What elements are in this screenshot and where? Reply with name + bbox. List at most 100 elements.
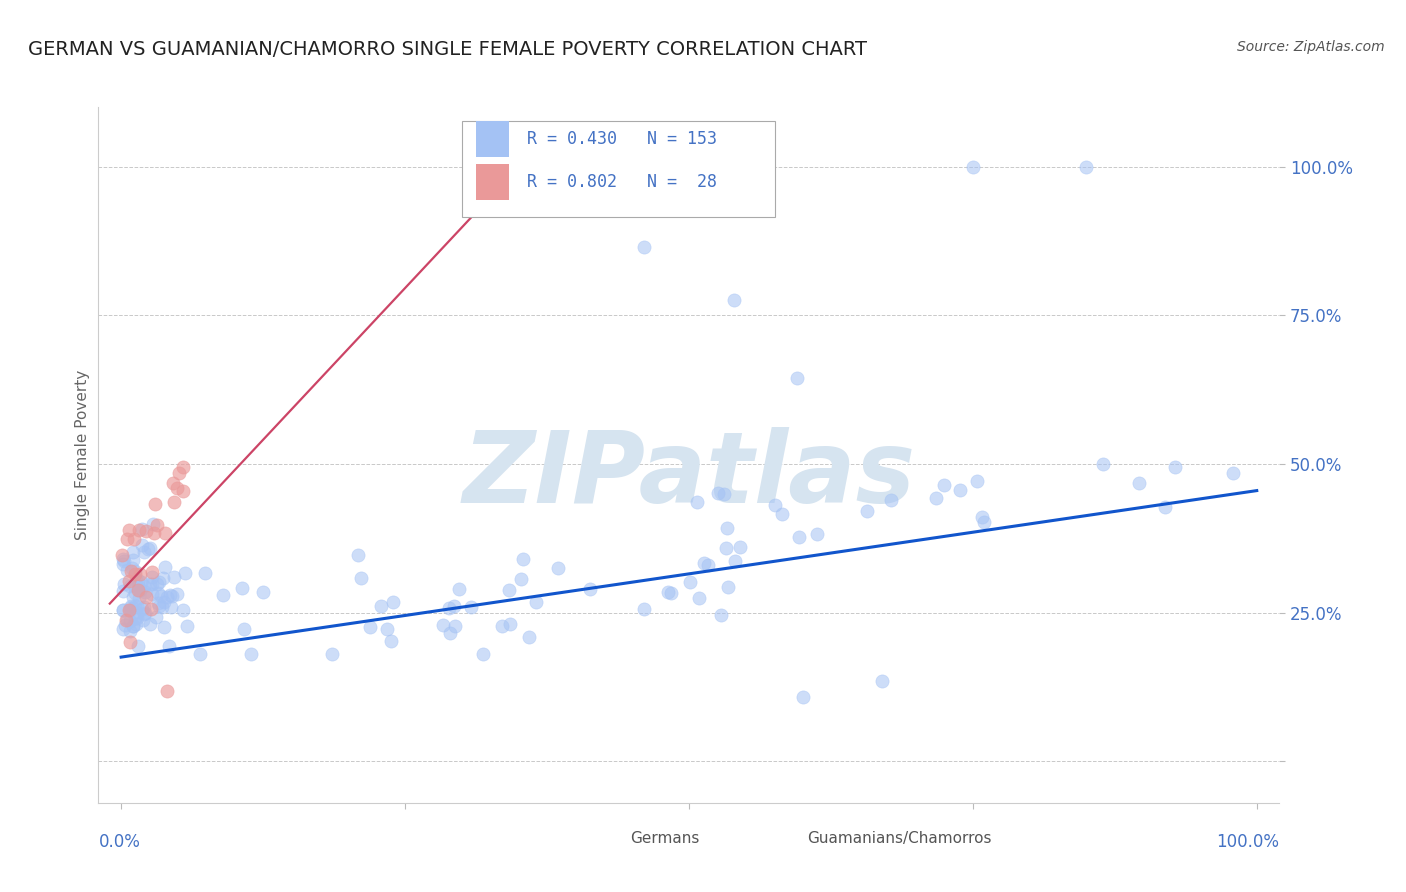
- Point: [382, 595, 405, 609]
- Point: [127, 579, 149, 593]
- Point: [139, 577, 162, 591]
- Point: [124, 579, 146, 593]
- Point: [146, 518, 169, 533]
- Text: Source: ZipAtlas.com: Source: ZipAtlas.com: [1237, 40, 1385, 54]
- Point: [252, 584, 274, 599]
- FancyBboxPatch shape: [766, 828, 799, 850]
- Point: [143, 526, 166, 541]
- Point: [122, 545, 145, 559]
- Point: [714, 541, 737, 555]
- Point: [127, 582, 149, 597]
- Point: [370, 599, 392, 614]
- FancyBboxPatch shape: [477, 121, 509, 158]
- Point: [141, 566, 163, 580]
- Point: [125, 573, 148, 587]
- Point: [962, 160, 984, 174]
- Point: [152, 595, 174, 609]
- Point: [724, 554, 747, 568]
- Point: [444, 619, 467, 633]
- Point: [688, 591, 710, 605]
- Point: [120, 603, 142, 617]
- Point: [578, 582, 600, 596]
- Point: [786, 370, 808, 384]
- Point: [134, 607, 156, 621]
- Point: [498, 582, 520, 597]
- Point: [696, 558, 718, 573]
- Point: [135, 591, 157, 605]
- Point: [173, 566, 195, 581]
- FancyBboxPatch shape: [463, 121, 775, 217]
- Point: [114, 618, 136, 632]
- Point: [176, 619, 198, 633]
- Point: [172, 483, 194, 498]
- Point: [128, 566, 150, 581]
- Point: [375, 622, 398, 636]
- Point: [870, 673, 893, 688]
- Point: [124, 586, 146, 600]
- Point: [717, 580, 740, 594]
- Point: [167, 467, 190, 481]
- Point: [111, 584, 134, 599]
- Point: [141, 577, 163, 591]
- Point: [118, 635, 141, 649]
- Point: [763, 498, 786, 512]
- Point: [1222, 466, 1244, 480]
- Point: [127, 640, 149, 654]
- Point: [212, 588, 235, 602]
- Point: [131, 537, 153, 551]
- Point: [693, 556, 716, 570]
- Point: [380, 634, 402, 648]
- Point: [143, 497, 166, 511]
- Text: 100.0%: 100.0%: [1216, 833, 1279, 851]
- Point: [547, 561, 569, 575]
- Point: [112, 603, 135, 617]
- Point: [127, 574, 149, 588]
- Point: [112, 577, 135, 591]
- Point: [131, 522, 153, 536]
- Point: [162, 570, 184, 584]
- Point: [128, 591, 150, 605]
- Point: [152, 570, 174, 584]
- Point: [716, 521, 738, 535]
- Point: [122, 619, 145, 633]
- Point: [112, 603, 135, 617]
- Point: [111, 548, 134, 562]
- Point: [125, 599, 148, 614]
- Text: R = 0.802   N =  28: R = 0.802 N = 28: [527, 172, 717, 191]
- Point: [517, 630, 540, 644]
- Point: [120, 624, 142, 638]
- Point: [148, 575, 170, 590]
- Point: [155, 591, 177, 605]
- Point: [118, 574, 141, 588]
- Point: [162, 476, 184, 491]
- Y-axis label: Single Female Poverty: Single Female Poverty: [75, 370, 90, 540]
- Point: [122, 619, 145, 633]
- Point: [713, 486, 735, 500]
- Point: [949, 483, 972, 497]
- Point: [491, 619, 513, 633]
- Point: [148, 586, 170, 600]
- Point: [118, 603, 141, 617]
- Point: [188, 647, 211, 661]
- Point: [159, 588, 181, 602]
- Point: [524, 595, 547, 609]
- Point: [509, 572, 531, 586]
- Point: [166, 587, 188, 601]
- Point: [973, 515, 995, 529]
- Point: [124, 611, 146, 625]
- Point: [1153, 500, 1175, 514]
- Point: [471, 647, 494, 661]
- Point: [166, 482, 188, 496]
- Point: [131, 574, 153, 589]
- Point: [115, 562, 138, 576]
- Point: [136, 542, 159, 557]
- Point: [129, 582, 152, 597]
- Point: [856, 503, 879, 517]
- Point: [139, 541, 162, 555]
- Point: [121, 590, 143, 604]
- Point: [706, 485, 728, 500]
- Point: [132, 600, 155, 615]
- Point: [134, 585, 156, 599]
- Point: [1128, 476, 1150, 491]
- Point: [240, 647, 263, 661]
